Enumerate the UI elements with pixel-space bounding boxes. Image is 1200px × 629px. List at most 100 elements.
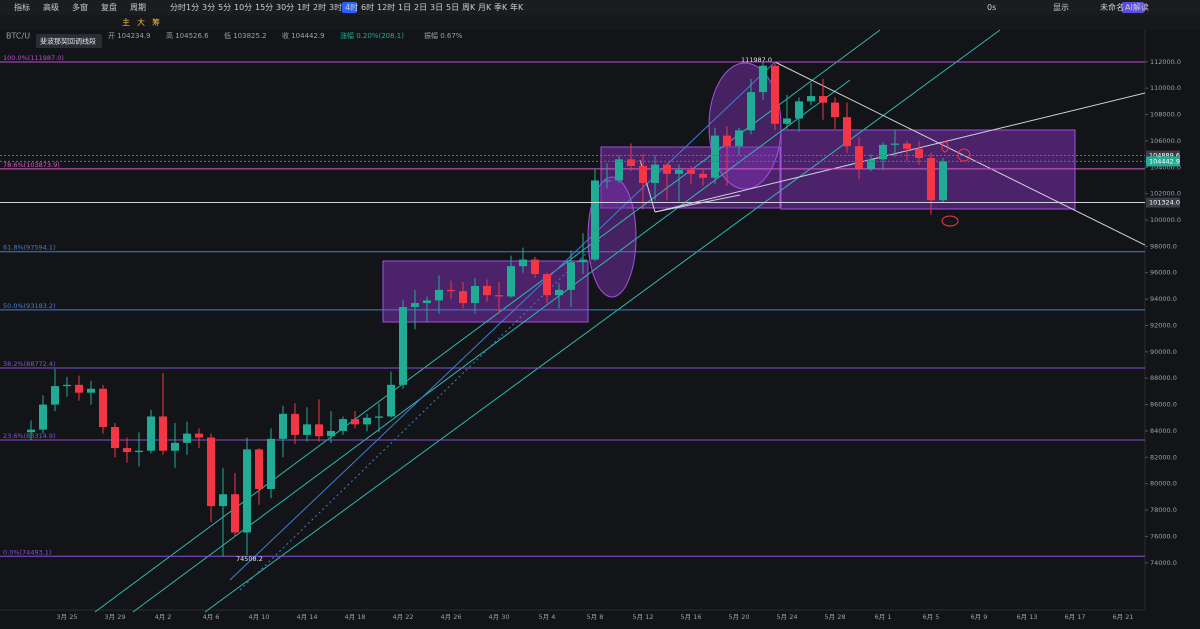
candle-body	[831, 102, 839, 118]
candle-body	[99, 388, 107, 428]
menu-item[interactable]: 指标	[14, 2, 30, 12]
period-item[interactable]: 2时	[313, 2, 326, 12]
candle-body	[243, 449, 251, 533]
x-tick-label: 3月 25	[57, 613, 78, 621]
channel-line	[204, 29, 1001, 613]
marker-circle	[941, 141, 949, 153]
period-item[interactable]: 10分	[234, 3, 252, 12]
sub-tool[interactable]: 主	[122, 17, 130, 27]
candle-body	[387, 384, 395, 417]
candle-body	[687, 169, 695, 174]
candle-body	[399, 307, 407, 385]
x-tick-label: 4月 30	[489, 613, 510, 621]
period-item[interactable]: 1日	[398, 3, 411, 12]
candle-body	[411, 303, 419, 308]
quote: 低 103825.2	[224, 31, 267, 40]
candle-body	[39, 404, 47, 430]
candle-body	[483, 285, 491, 296]
price-tag	[1146, 156, 1180, 167]
y-tick-label: 106000.0	[1150, 137, 1181, 145]
toolbar-right[interactable]: 0s	[987, 3, 996, 12]
period-item[interactable]: 1时	[297, 2, 310, 12]
candle-body	[195, 433, 203, 438]
candle-body	[795, 101, 803, 119]
period-item[interactable]: 15分	[255, 3, 273, 12]
menu-item[interactable]: 高级	[43, 2, 59, 12]
candle-body	[51, 386, 59, 405]
period-item[interactable]: 月K	[478, 3, 492, 12]
y-tick-label: 102000.0	[1150, 190, 1181, 198]
candle-body	[171, 442, 179, 451]
candle-body	[759, 65, 767, 93]
candle-body	[183, 433, 191, 443]
x-tick-label: 4月 6	[203, 613, 220, 621]
candle-body	[735, 130, 743, 147]
y-tick-label: 98000.0	[1150, 242, 1177, 250]
period-item[interactable]: 12时	[377, 2, 395, 12]
candle-body	[87, 388, 95, 393]
period-item[interactable]: 分时	[170, 2, 186, 12]
y-tick-label: 92000.0	[1150, 321, 1177, 329]
period-item[interactable]: 6时	[361, 2, 374, 12]
candle-body	[663, 164, 671, 174]
chart: 100.0%(111987.0) 78.6%(103873.9) 61.8%(975…	[0, 54, 1181, 621]
menu-item[interactable]: 周期	[130, 3, 146, 12]
period-item[interactable]: 周K	[462, 3, 476, 12]
candle-body	[279, 413, 287, 439]
y-tick-label: 108000.0	[1150, 111, 1181, 119]
quote: 振幅 0.67%	[424, 31, 463, 40]
period-item[interactable]: 5分	[218, 3, 231, 12]
period-item[interactable]: 5日	[446, 3, 459, 12]
menu-item[interactable]: 复盘	[101, 2, 117, 12]
candle-body	[591, 180, 599, 260]
period-item[interactable]: 年K	[510, 2, 524, 12]
period-item[interactable]: 4时	[345, 2, 358, 12]
candle-body	[567, 262, 575, 290]
x-tick-label: 4月 22	[393, 613, 414, 621]
candle-body	[207, 437, 215, 507]
candle-body	[219, 494, 227, 507]
candle-body	[459, 291, 467, 304]
x-tick-label: 6月 17	[1065, 613, 1086, 621]
period-item[interactable]: 2日	[414, 3, 427, 12]
candle-body	[879, 144, 887, 160]
x-tick-label: 5月 28	[825, 613, 846, 621]
period-item[interactable]: 3时	[329, 2, 342, 12]
candle-body	[507, 266, 515, 297]
sub-tool[interactable]: 大	[137, 17, 145, 27]
toolbar-right[interactable]: 显示	[1053, 3, 1069, 12]
ellipse	[708, 62, 782, 190]
y-tick-label: 80000.0	[1150, 480, 1177, 488]
menu-item[interactable]: 多窗	[72, 2, 88, 12]
x-tick-label: 5月 20	[729, 613, 750, 621]
x-tick-label: 5月 12	[633, 613, 654, 621]
y-tick-label: 82000.0	[1150, 453, 1177, 461]
x-tick-label: 4月 10	[249, 613, 270, 621]
toolbar-right[interactable]: AI解读	[1125, 2, 1149, 12]
period-item[interactable]: 季K	[494, 2, 508, 12]
candle-body	[327, 430, 335, 437]
candle-body	[783, 118, 791, 124]
sub-tool[interactable]: 筹	[152, 17, 160, 27]
candle-body	[255, 449, 263, 489]
candle-body	[711, 135, 719, 178]
price-tag-label: 104889.6	[1149, 152, 1180, 160]
period-item[interactable]: 3分	[202, 3, 215, 12]
candle-body	[375, 416, 383, 418]
quote: 涨幅 0.20%(208.1)	[340, 31, 404, 40]
period-item[interactable]: 30分	[276, 3, 294, 12]
y-tick-label: 94000.0	[1150, 295, 1177, 303]
trend-line	[654, 92, 1146, 213]
price-tag	[1146, 197, 1180, 208]
candle-body	[123, 448, 131, 453]
y-tick-label: 100000.0	[1150, 216, 1181, 224]
period-item[interactable]: 1分	[186, 3, 199, 12]
toolbar-right[interactable]: 未命名	[1100, 2, 1124, 12]
candle-body	[555, 289, 563, 296]
draw-toolbar	[0, 15, 1200, 30]
candle-body	[675, 169, 683, 174]
candle-body	[867, 159, 875, 169]
period-item[interactable]: 3日	[430, 3, 443, 12]
